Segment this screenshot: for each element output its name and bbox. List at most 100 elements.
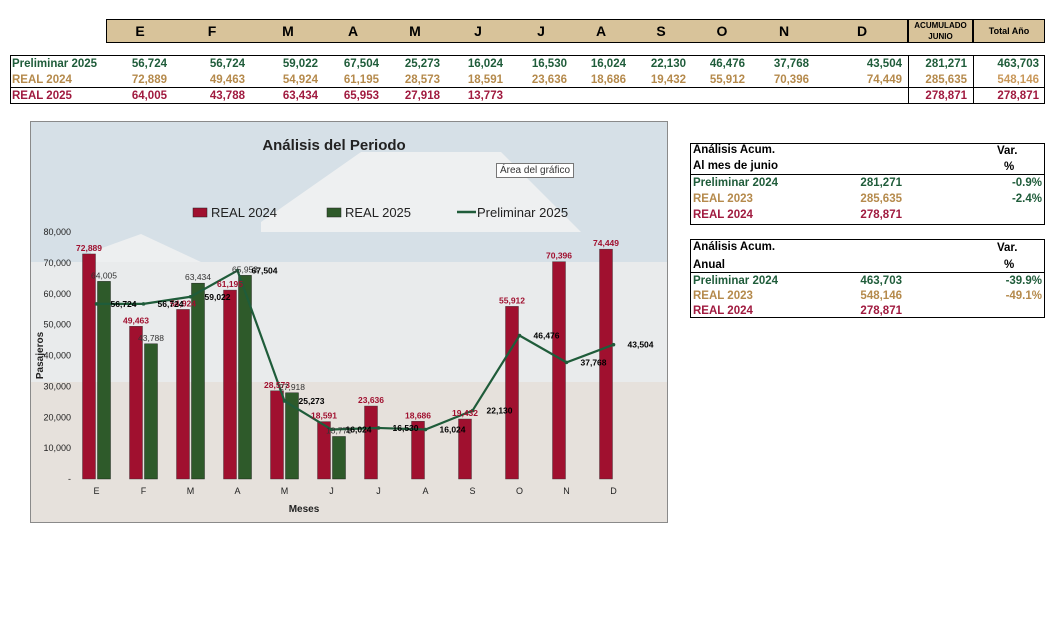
month-header-bar bbox=[106, 19, 908, 43]
row-label: Preliminar 2025 bbox=[12, 58, 98, 70]
panel-junio-row-var: -0.9% bbox=[1011, 177, 1042, 189]
cell-value: 28,573 bbox=[404, 74, 440, 86]
x-tick-label: M bbox=[187, 486, 195, 496]
cell-value: 16,530 bbox=[531, 58, 567, 70]
data-label-real-2024: 18,591 bbox=[311, 411, 337, 421]
month-header-8: S bbox=[656, 23, 666, 39]
cell-value: 37,768 bbox=[773, 58, 809, 70]
month-header-11: D bbox=[856, 23, 868, 39]
chart-area-tooltip: Área del gráfico bbox=[496, 163, 575, 178]
panel-anual-pct: % bbox=[1004, 259, 1015, 271]
acum-value: 278,871 bbox=[925, 90, 967, 102]
cell-value: 43,504 bbox=[866, 58, 902, 70]
line-point-preliminar-2025 bbox=[423, 427, 428, 432]
legend-swatch bbox=[326, 207, 342, 218]
line-point-preliminar-2025 bbox=[564, 360, 569, 365]
data-label-preliminar-2025: 25,273 bbox=[299, 396, 325, 406]
data-label-preliminar-2025: 43,504 bbox=[628, 340, 654, 350]
data-label-real-2025: 65,953 bbox=[232, 264, 258, 274]
bar-real-2025 bbox=[191, 282, 205, 480]
acum-value: 281,271 bbox=[925, 58, 967, 70]
y-tick-label: - bbox=[68, 474, 71, 484]
bar-real-2024 bbox=[129, 326, 143, 480]
line-point-preliminar-2025 bbox=[376, 426, 381, 430]
cell-value: 54,924 bbox=[282, 74, 318, 86]
data-label-real-2024: 70,396 bbox=[546, 251, 572, 261]
data-table-border bbox=[10, 55, 1045, 104]
cell-value: 65,953 bbox=[343, 90, 379, 102]
line-point-preliminar-2025 bbox=[611, 342, 616, 347]
bar-real-2025 bbox=[332, 436, 346, 480]
line-point-preliminar-2025 bbox=[517, 333, 522, 338]
cell-value: 61,195 bbox=[343, 74, 379, 86]
panel-junio-pct: % bbox=[1004, 161, 1015, 173]
bar-real-2024 bbox=[82, 253, 96, 480]
table-row: REAL 2024 72,889 49,463 54,924 61,195 28,573 1… bbox=[10, 72, 1044, 88]
cell-value: 72,889 bbox=[131, 74, 167, 86]
data-label-real-2024: 19,432 bbox=[452, 408, 478, 418]
data-label-preliminar-2025: 16,024 bbox=[440, 425, 466, 435]
month-header-1: F bbox=[207, 23, 217, 39]
line-point-preliminar-2025 bbox=[188, 294, 193, 299]
x-tick-label: S bbox=[469, 486, 475, 496]
tent-shape-small bbox=[91, 234, 201, 262]
row-label: REAL 2025 bbox=[12, 90, 72, 102]
cell-value: 22,130 bbox=[650, 58, 686, 70]
panel-junio-row-label: REAL 2024 bbox=[693, 209, 753, 221]
table-divider bbox=[10, 87, 1045, 88]
total-header: Total Año bbox=[973, 19, 1045, 43]
x-tick-label: F bbox=[141, 486, 147, 496]
ground-wash bbox=[31, 382, 667, 522]
row-label: REAL 2024 bbox=[12, 74, 72, 86]
panel-junio-row-label: Preliminar 2024 bbox=[693, 177, 779, 189]
cell-value: 43,788 bbox=[209, 90, 245, 102]
cell-value: 49,463 bbox=[209, 74, 245, 86]
cell-value: 23,636 bbox=[531, 74, 567, 86]
chart-area[interactable]: Análisis del Periodo REAL 2024 REAL 2025 Pr… bbox=[30, 121, 668, 523]
cell-value: 64,005 bbox=[131, 90, 167, 102]
panel-anual: Análisis Acum. Var. Anual % Preliminar 2… bbox=[690, 239, 1045, 318]
bar-real-2025 bbox=[144, 343, 158, 480]
cell-value: 74,449 bbox=[866, 74, 902, 86]
total-value: 278,871 bbox=[997, 90, 1039, 102]
cell-value: 59,022 bbox=[282, 58, 318, 70]
panel-junio-title1: Análisis Acum. bbox=[693, 144, 776, 156]
acum-value: 285,635 bbox=[925, 74, 967, 86]
line-point-preliminar-2025 bbox=[470, 408, 475, 413]
data-label-real-2025: 64,005 bbox=[91, 270, 117, 280]
bar-real-2024 bbox=[458, 418, 472, 480]
panel-anual-title2: Anual bbox=[693, 259, 725, 271]
line-point-preliminar-2025 bbox=[141, 302, 146, 306]
cell-value: 56,724 bbox=[131, 58, 167, 70]
panel-anual-title1: Análisis Acum. bbox=[693, 241, 776, 253]
bar-real-2024 bbox=[364, 405, 378, 480]
panel-anual-row-var: -49.1% bbox=[1005, 290, 1042, 302]
month-header-5: J bbox=[474, 23, 482, 39]
x-tick-label: O bbox=[516, 486, 523, 496]
panel-anual-row-var: -39.9% bbox=[1005, 275, 1042, 287]
data-label-real-2024: 18,686 bbox=[405, 410, 431, 420]
month-header-9: O bbox=[716, 23, 728, 39]
y-axis-label: Pasajeros bbox=[35, 331, 46, 379]
panel-anual-row-value: 463,703 bbox=[860, 275, 902, 287]
data-label-preliminar-2025: 16,530 bbox=[393, 423, 419, 433]
bar-real-2024 bbox=[317, 421, 331, 480]
panel-anual-border bbox=[690, 239, 1045, 318]
bar-real-2024 bbox=[176, 309, 190, 480]
month-header-10: N bbox=[778, 23, 790, 39]
legend-label: Preliminar 2025 bbox=[477, 205, 568, 220]
data-label-real-2025: 13,773 bbox=[326, 425, 352, 435]
bar-real-2024 bbox=[599, 248, 613, 480]
panel-junio-title2: Al mes de junio bbox=[693, 160, 778, 172]
data-label-real-2024: 49,463 bbox=[123, 315, 149, 325]
x-tick-label: A bbox=[234, 486, 240, 496]
x-tick-label: E bbox=[93, 486, 99, 496]
y-tick-label: 40,000 bbox=[43, 351, 71, 361]
cell-value: 55,912 bbox=[709, 74, 745, 86]
cell-value: 27,918 bbox=[404, 90, 440, 102]
data-label-real-2024: 23,636 bbox=[358, 395, 384, 405]
total-value: 463,703 bbox=[997, 58, 1039, 70]
panel-anual-row-label: REAL 2023 bbox=[693, 290, 753, 302]
data-label-preliminar-2025: 56,724 bbox=[158, 299, 184, 309]
data-label-preliminar-2025: 67,504 bbox=[252, 266, 278, 276]
